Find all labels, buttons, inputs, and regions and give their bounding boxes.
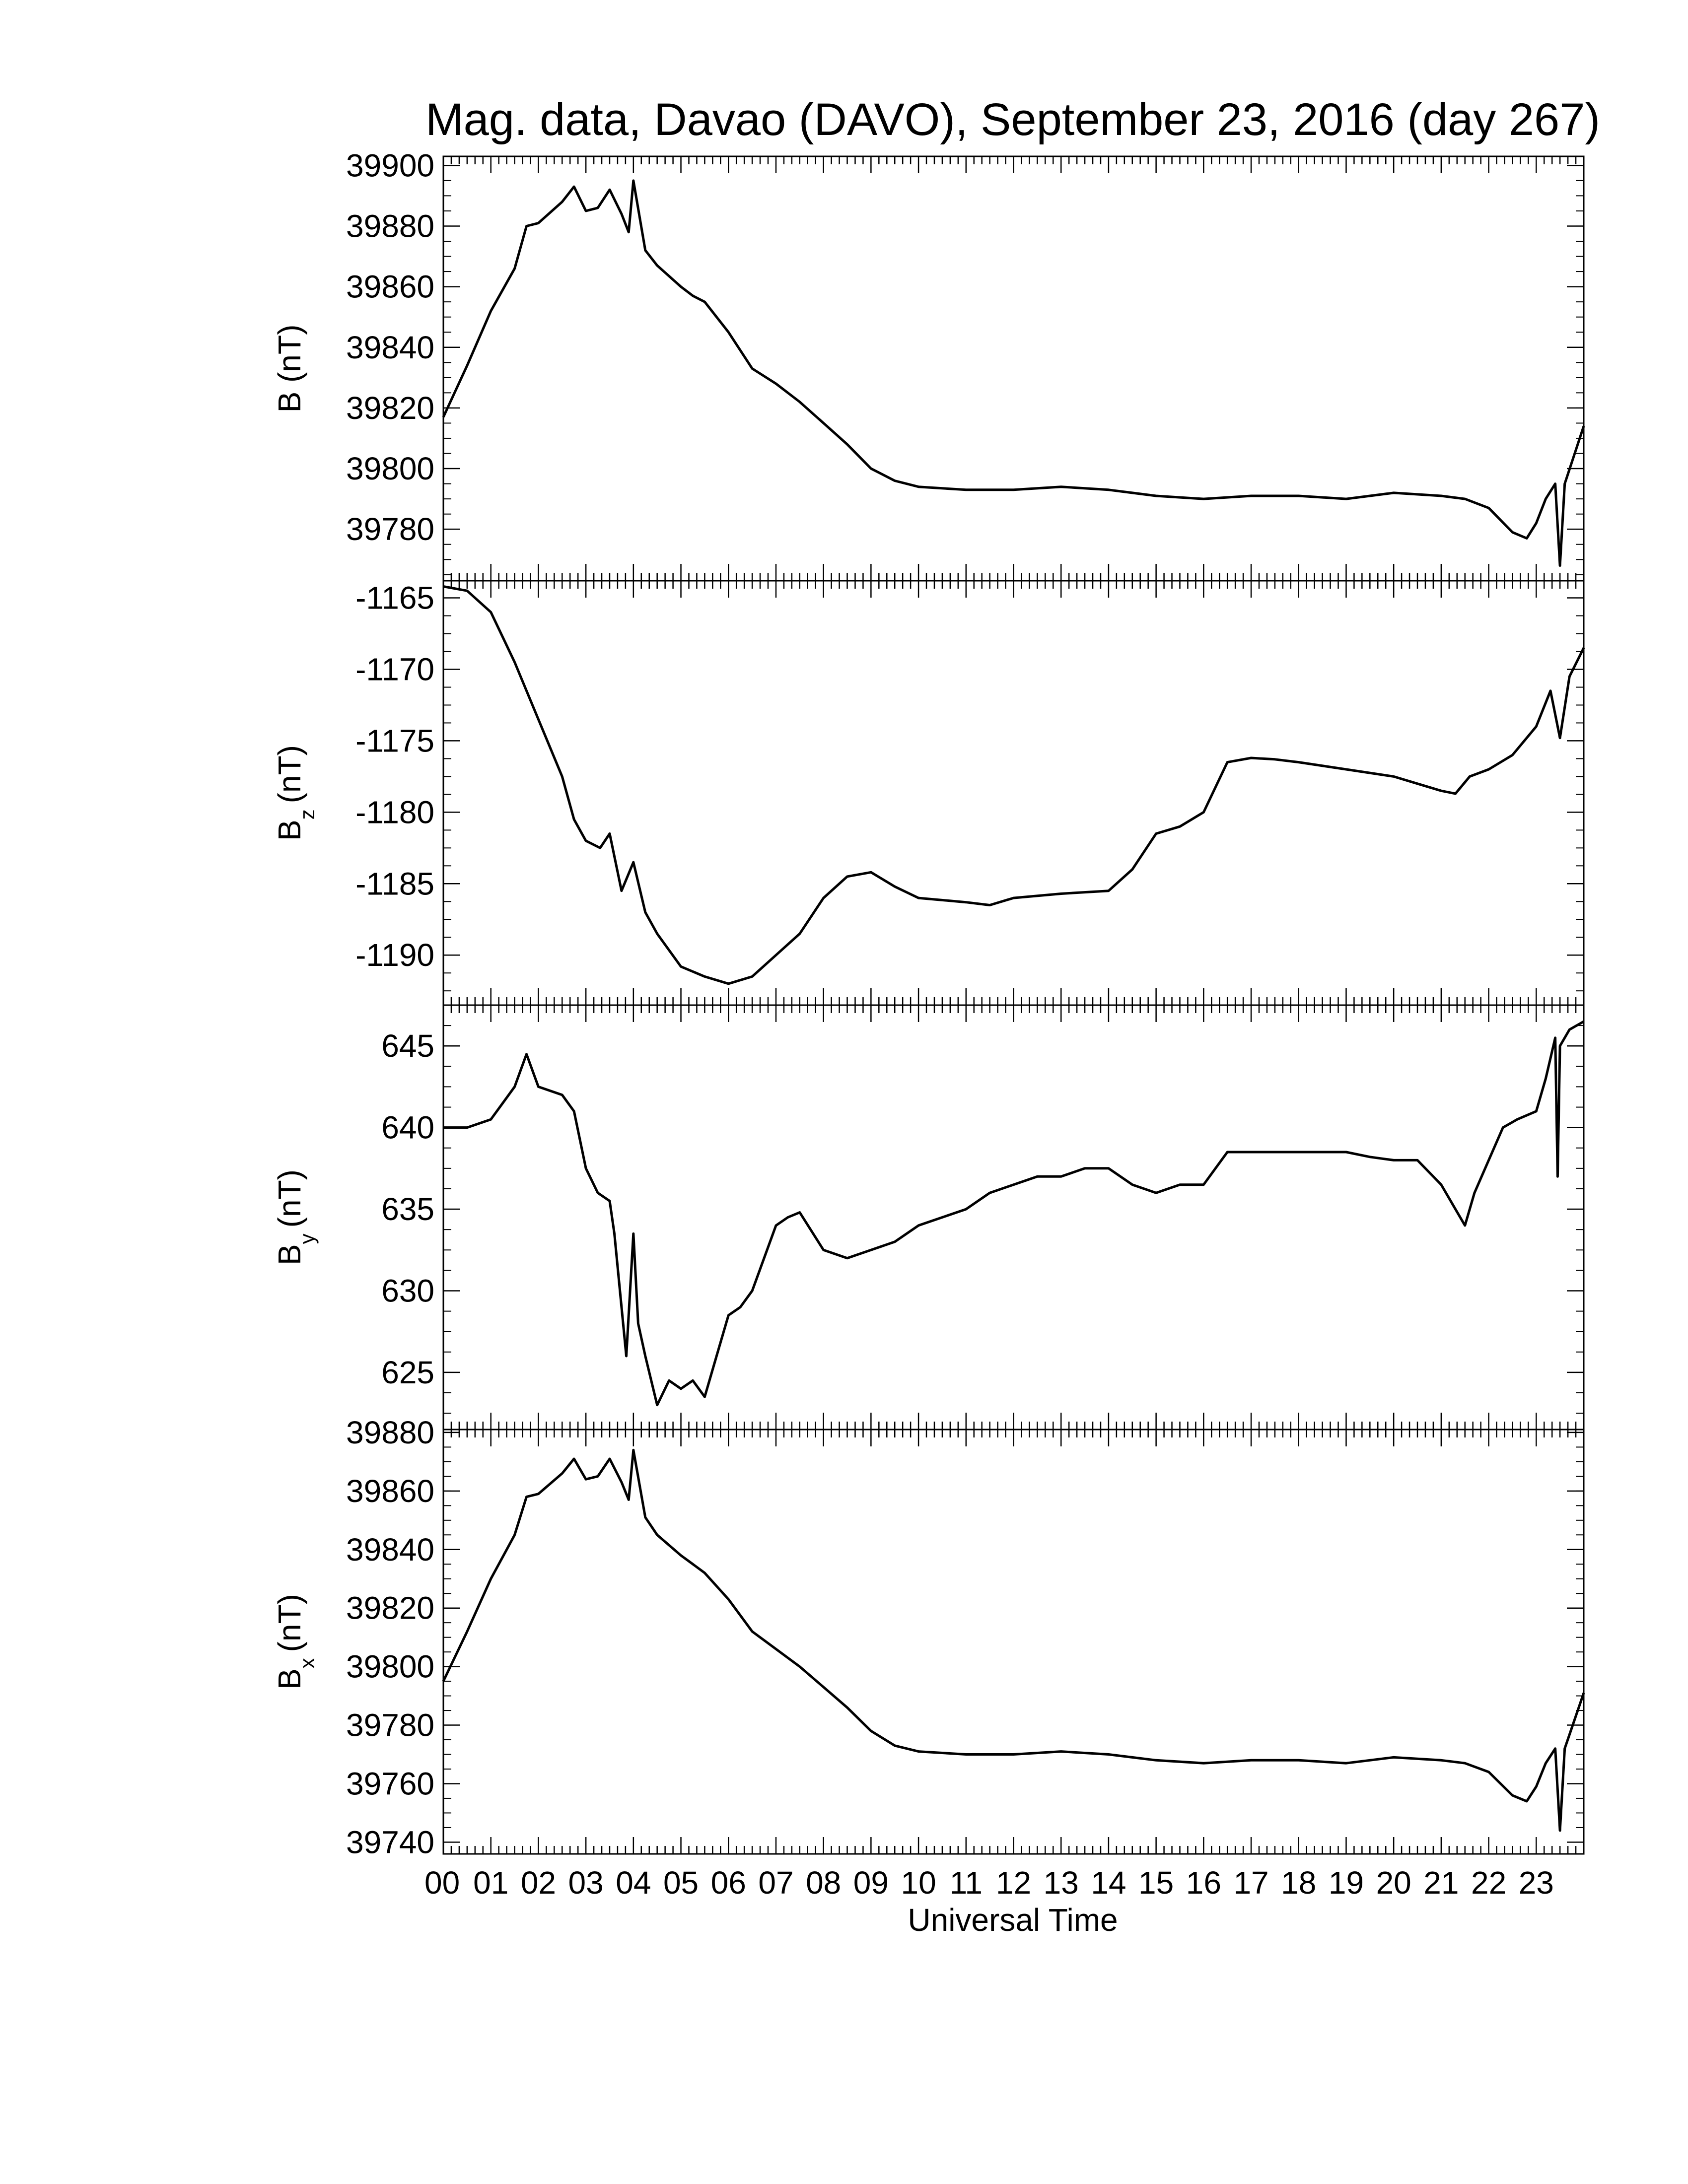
panel-3: 625 630 635 640 645 By (nT) (272, 1004, 1585, 1431)
y-tick-label: 39780 (346, 511, 434, 547)
x-tick-label: 06 (711, 1865, 746, 1901)
x-tick-label: 14 (1091, 1865, 1126, 1901)
panel-frame (442, 155, 1585, 582)
y-axis-label: Bx (nT) (272, 1594, 319, 1690)
series-line (442, 1448, 1585, 1832)
x-tick-label: 18 (1281, 1865, 1316, 1901)
x-tick-label: 17 (1233, 1865, 1268, 1901)
x-tick-label: 21 (1423, 1865, 1459, 1901)
x-tick-label: 08 (806, 1865, 841, 1901)
y-tick-label: 39820 (346, 1590, 434, 1626)
x-tick-label: 05 (663, 1865, 699, 1901)
y-axis-label-unit: (nT) (272, 1594, 307, 1652)
x-tick-label: 20 (1376, 1865, 1411, 1901)
x-tick-label: 09 (853, 1865, 889, 1901)
y-axis-label-unit: (nT) (272, 1169, 307, 1228)
x-tick-label: 13 (1044, 1865, 1079, 1901)
y-tick-label: -1165 (355, 580, 434, 616)
y-axis-label: B (nT) (272, 325, 307, 413)
x-tick-label: 04 (616, 1865, 651, 1901)
x-tick-label: 11 (950, 1865, 983, 1901)
series-line (442, 179, 1585, 567)
panel-1: 39780 39800 39820 39840 39860 39880 39900 B (nT… (272, 147, 1585, 582)
panel-2: -1190 -1185 -1180 -1175 -1170 -1165 Bz (nT) (272, 580, 1585, 1006)
x-tick-label: 12 (996, 1865, 1031, 1901)
y-axis-label-main: B (272, 1668, 307, 1690)
y-tick-label: 625 (381, 1355, 434, 1390)
panel-frame (442, 580, 1585, 1006)
panel-4: 39740 39760 39780 39800 39820 39840 39860 39880… (272, 1415, 1585, 1901)
x-tick-label: 01 (473, 1865, 508, 1901)
y-tick-label: 39880 (346, 1415, 434, 1450)
y-tick-label: -1185 (355, 866, 434, 901)
x-tick-label: 07 (758, 1865, 793, 1901)
y-tick-label: 39880 (346, 208, 434, 244)
y-tick-label: 39800 (346, 1649, 434, 1685)
y-tick-label: 640 (381, 1110, 434, 1146)
y-tick-label: 39900 (346, 147, 434, 183)
x-axis-label: Universal Time (908, 1902, 1118, 1938)
x-tick-label: 15 (1138, 1865, 1174, 1901)
y-tick-label: 39740 (346, 1824, 434, 1860)
y-tick-label: 39860 (346, 269, 434, 305)
y-tick-label: 645 (381, 1028, 434, 1064)
y-axis-label: Bz (nT) (272, 745, 319, 841)
x-tick-label: 16 (1186, 1865, 1221, 1901)
x-tick-label: 19 (1329, 1865, 1364, 1901)
chart-title: Mag. data, Davao (DAVO), September 23, 2… (425, 94, 1600, 145)
y-axis-label-subscript: y (295, 1233, 319, 1244)
y-tick-label: 39800 (346, 451, 434, 486)
y-tick-label: 39840 (346, 330, 434, 365)
y-tick-label: 39860 (346, 1473, 434, 1509)
y-tick-label: -1190 (355, 937, 434, 973)
y-tick-label: 635 (381, 1191, 434, 1227)
x-tick-label: 00 (424, 1865, 460, 1901)
y-tick-label: 39760 (346, 1766, 434, 1801)
panels: 39780 39800 39820 39840 39860 39880 39900 B (nT… (272, 147, 1585, 1901)
panel-frame (442, 1004, 1585, 1431)
x-tick-label: 10 (901, 1865, 936, 1901)
y-axis-label-main: B (272, 819, 307, 841)
y-axis-label-subscript: z (295, 809, 319, 819)
y-tick-label: -1180 (355, 794, 434, 830)
series-line (443, 585, 1585, 985)
y-tick-label: 39780 (346, 1707, 434, 1743)
y-tick-label: -1175 (355, 723, 434, 758)
x-tick-label: 02 (521, 1865, 556, 1901)
x-tick-label: 03 (568, 1865, 604, 1901)
y-tick-label: 39840 (346, 1532, 434, 1568)
y-tick-label: -1170 (355, 651, 434, 687)
panel-frame (442, 1429, 1585, 1855)
series-line (443, 1020, 1585, 1407)
y-axis-label-main: B (272, 1244, 307, 1265)
y-axis-label: By (nT) (272, 1169, 319, 1265)
y-axis-label-unit: (nT) (272, 745, 307, 803)
y-tick-label: 630 (381, 1273, 434, 1308)
y-tick-label: 39820 (346, 390, 434, 426)
x-tick-label: 22 (1471, 1865, 1506, 1901)
y-axis-label-subscript: x (295, 1658, 319, 1668)
x-tick-label: 23 (1519, 1865, 1554, 1901)
